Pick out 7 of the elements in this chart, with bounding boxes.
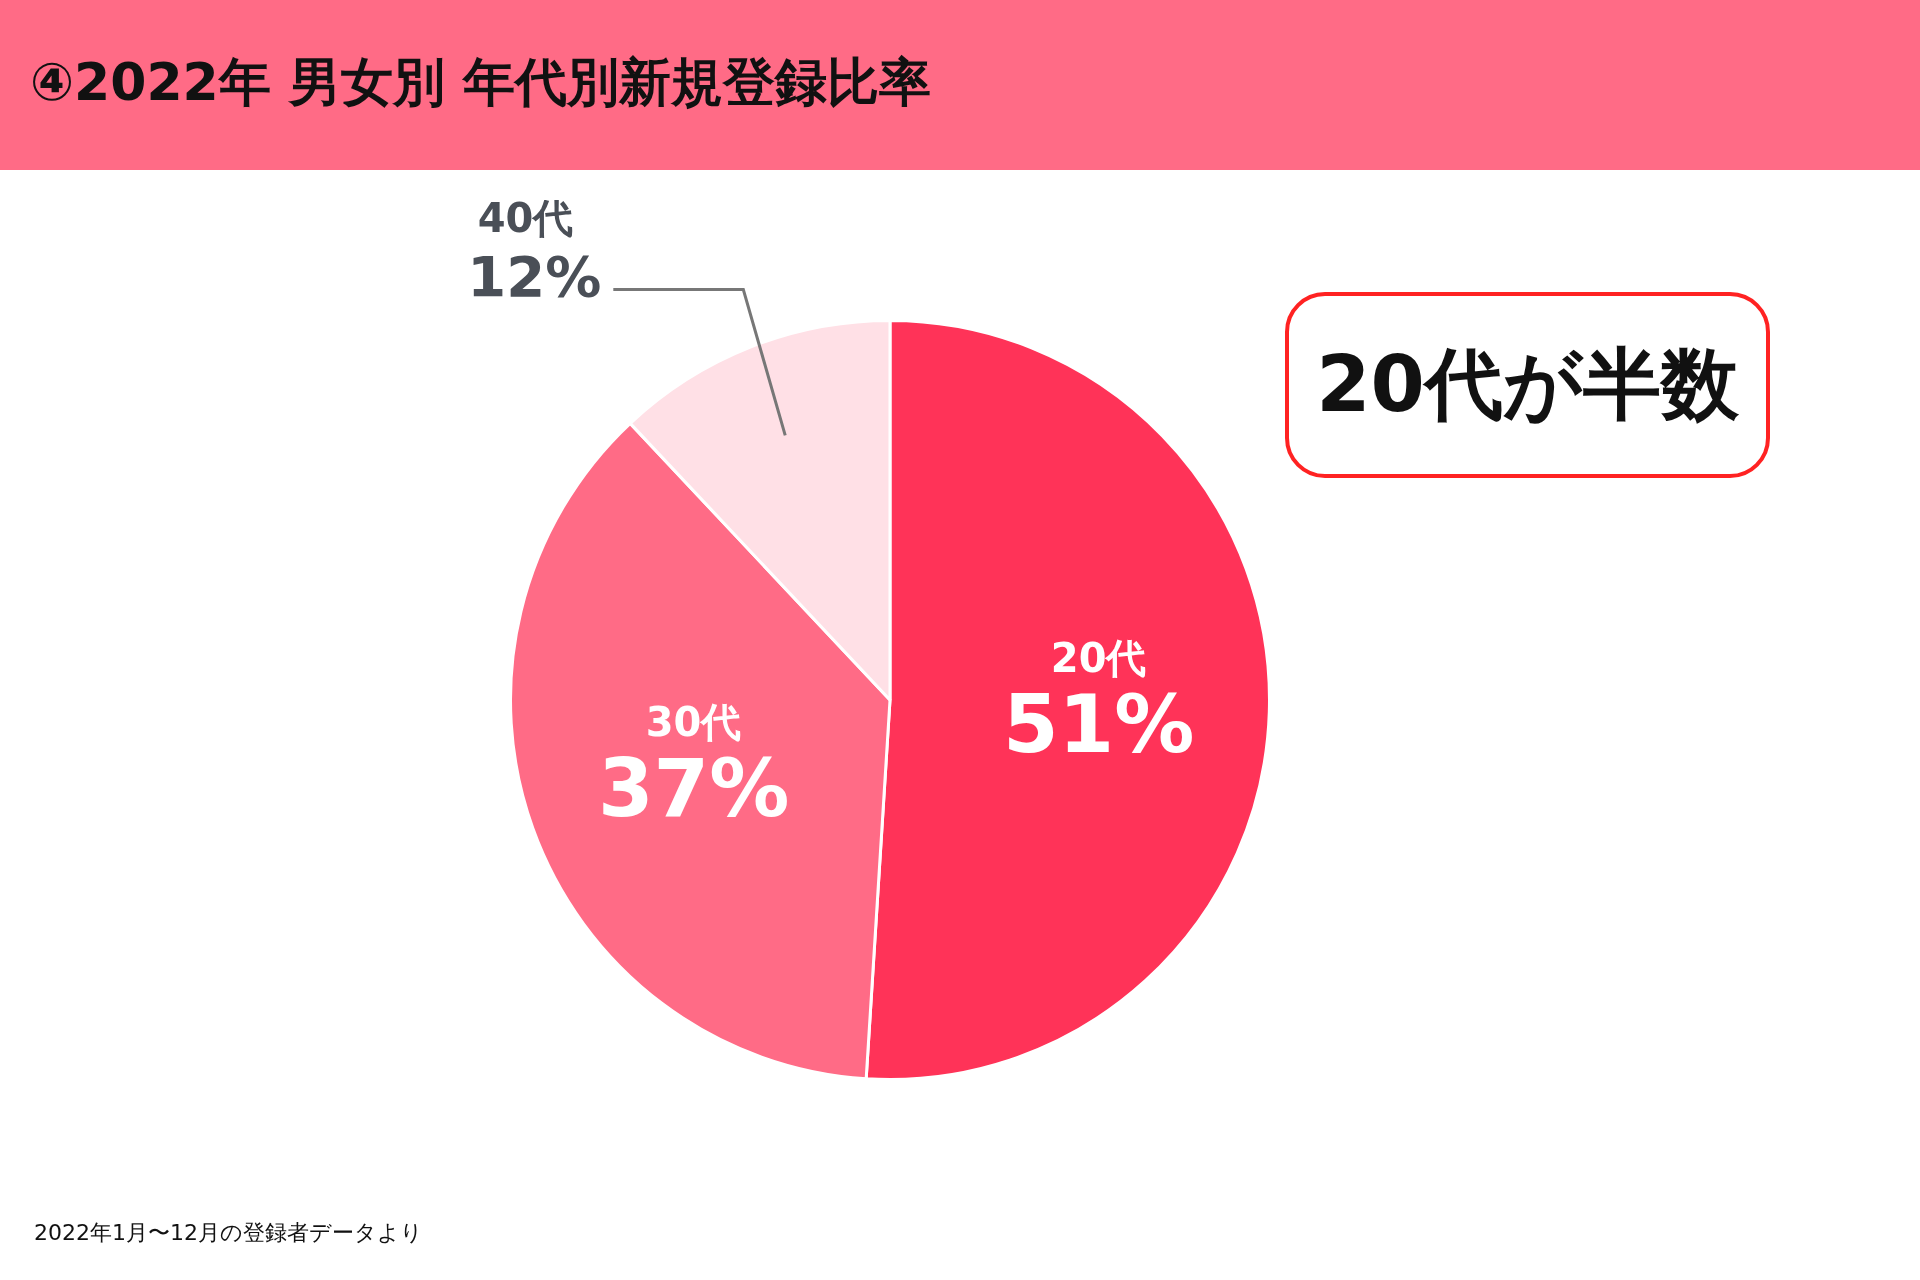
text: 20代が半数: [1285, 292, 1770, 478]
text: 2022年1月〜12月の登録者データより: [34, 1219, 423, 1247]
slice-label: 40代: [477, 194, 574, 241]
data-label: 51%: [1002, 678, 1195, 772]
slice-label: 20代: [1050, 634, 1147, 681]
chart-title: ④2022年 男女別 年代別新規登録比率: [30, 51, 931, 114]
data-label: 12%: [467, 244, 602, 310]
